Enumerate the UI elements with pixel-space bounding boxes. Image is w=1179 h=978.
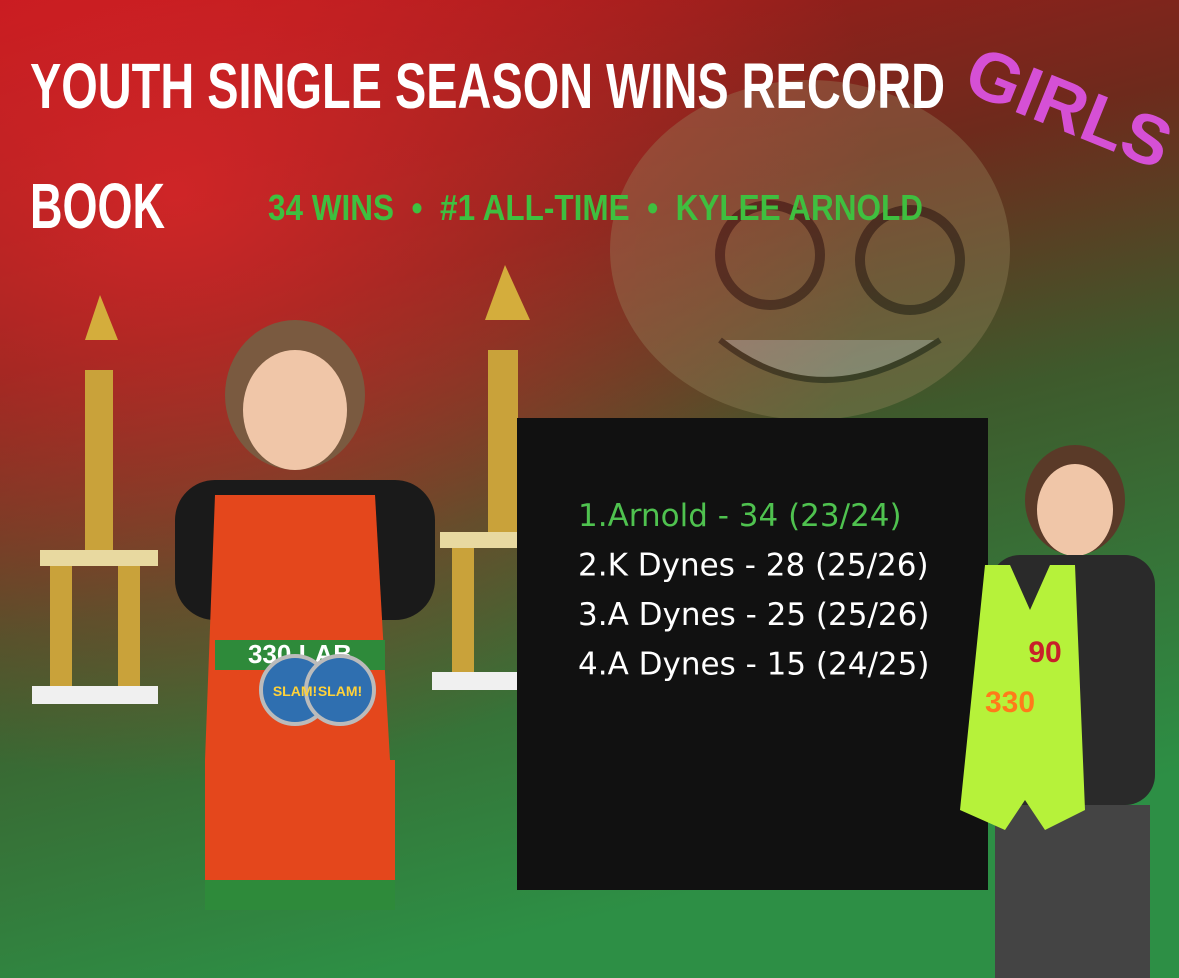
athlete: 90 330 [960,445,1155,978]
medal-text: SLAM! [273,683,317,699]
ranking-board [517,418,988,890]
ranking-list: 1.Arnold - 34 (23/24) 2.K Dynes - 28 (25/… [578,498,929,683]
ranking-entry: 3.A Dynes - 25 (25/26) [578,597,929,633]
singlet-number: 90 [1028,636,1061,669]
athlete: 330 LAB SLAM! SLAM! [175,320,435,910]
title: BOOK [30,170,165,242]
trophy [32,295,158,704]
team-number: 330 [985,686,1035,719]
ranking-entry: 1.Arnold - 34 (23/24) [578,498,902,534]
subtitle: 34 WINS • #1 ALL-TIME • KYLEE ARNOLD [268,187,923,228]
medal-text: SLAM! [318,683,362,699]
cartoon-face [610,80,1010,420]
ranking-entry: 2.K Dynes - 28 (25/26) [578,548,929,584]
title: YOUTH SINGLE SEASON WINS RECORD [30,50,945,122]
ranking-entry: 4.A Dynes - 15 (24/25) [578,647,929,683]
